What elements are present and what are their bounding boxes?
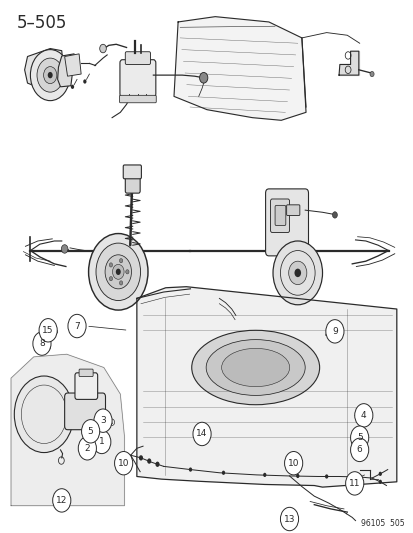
Circle shape [192, 422, 211, 446]
Circle shape [188, 467, 192, 472]
Text: 4: 4 [360, 411, 366, 420]
FancyBboxPatch shape [120, 60, 155, 97]
Circle shape [37, 58, 63, 92]
Circle shape [350, 438, 368, 462]
Circle shape [263, 473, 266, 477]
FancyBboxPatch shape [125, 52, 150, 64]
Circle shape [33, 332, 51, 356]
Polygon shape [24, 49, 63, 92]
Circle shape [81, 419, 100, 443]
Circle shape [96, 243, 140, 301]
Circle shape [68, 314, 86, 338]
Circle shape [14, 376, 74, 453]
Polygon shape [173, 17, 305, 120]
Circle shape [325, 320, 343, 343]
FancyBboxPatch shape [123, 165, 141, 179]
FancyBboxPatch shape [64, 393, 105, 430]
Circle shape [369, 71, 373, 77]
Text: 14: 14 [196, 430, 207, 439]
Text: 3: 3 [100, 416, 106, 425]
Circle shape [294, 269, 300, 277]
Ellipse shape [221, 349, 289, 386]
Ellipse shape [191, 330, 319, 405]
Circle shape [378, 472, 381, 476]
Text: 10: 10 [287, 459, 299, 467]
Circle shape [105, 255, 131, 289]
Circle shape [284, 451, 302, 475]
Circle shape [349, 475, 352, 479]
Circle shape [61, 245, 68, 253]
Circle shape [78, 437, 96, 460]
Circle shape [119, 281, 122, 285]
Circle shape [378, 480, 381, 484]
Circle shape [47, 72, 52, 78]
Circle shape [288, 261, 306, 285]
Text: 12: 12 [56, 496, 67, 505]
Text: 8: 8 [39, 339, 45, 348]
FancyBboxPatch shape [79, 369, 93, 376]
Circle shape [94, 409, 112, 432]
Text: 2: 2 [84, 444, 90, 453]
Text: 11: 11 [348, 479, 360, 488]
Circle shape [147, 458, 151, 464]
Polygon shape [11, 354, 124, 506]
Polygon shape [57, 54, 75, 87]
Circle shape [71, 85, 74, 89]
FancyBboxPatch shape [128, 167, 138, 177]
Circle shape [93, 430, 111, 454]
Text: 13: 13 [283, 514, 294, 523]
Text: 1: 1 [99, 438, 104, 447]
Text: 6: 6 [356, 446, 362, 455]
Text: 5–505: 5–505 [17, 14, 67, 32]
FancyBboxPatch shape [75, 373, 97, 399]
Circle shape [83, 79, 86, 84]
Circle shape [100, 44, 106, 53]
Circle shape [295, 474, 299, 478]
Circle shape [126, 270, 129, 274]
Circle shape [109, 277, 112, 281]
Circle shape [119, 259, 122, 263]
Text: 5: 5 [356, 433, 362, 442]
Text: 96105  505: 96105 505 [361, 519, 404, 528]
Text: 15: 15 [42, 326, 54, 335]
FancyBboxPatch shape [265, 189, 308, 256]
Circle shape [30, 50, 70, 101]
Circle shape [221, 471, 225, 475]
Circle shape [112, 264, 124, 279]
Circle shape [139, 455, 143, 461]
Circle shape [345, 472, 363, 495]
Polygon shape [137, 287, 396, 487]
FancyBboxPatch shape [274, 205, 285, 225]
Text: 5: 5 [88, 427, 93, 436]
Circle shape [114, 451, 133, 475]
Circle shape [332, 212, 337, 218]
Polygon shape [338, 51, 358, 75]
FancyBboxPatch shape [286, 205, 299, 215]
Text: 10: 10 [118, 459, 129, 467]
Circle shape [280, 507, 298, 531]
FancyBboxPatch shape [119, 95, 156, 103]
Polygon shape [64, 54, 81, 76]
Ellipse shape [206, 340, 304, 395]
Circle shape [116, 269, 121, 275]
Circle shape [43, 67, 57, 84]
Circle shape [39, 319, 57, 342]
Circle shape [109, 263, 112, 267]
FancyBboxPatch shape [125, 174, 140, 193]
Circle shape [354, 403, 372, 427]
Circle shape [350, 426, 368, 449]
Circle shape [52, 489, 71, 512]
Circle shape [88, 233, 147, 310]
Circle shape [324, 474, 328, 479]
Circle shape [199, 72, 207, 83]
Text: 7: 7 [74, 321, 80, 330]
FancyBboxPatch shape [270, 199, 289, 232]
Circle shape [155, 462, 159, 467]
Text: 9: 9 [331, 327, 337, 336]
Circle shape [272, 241, 322, 305]
